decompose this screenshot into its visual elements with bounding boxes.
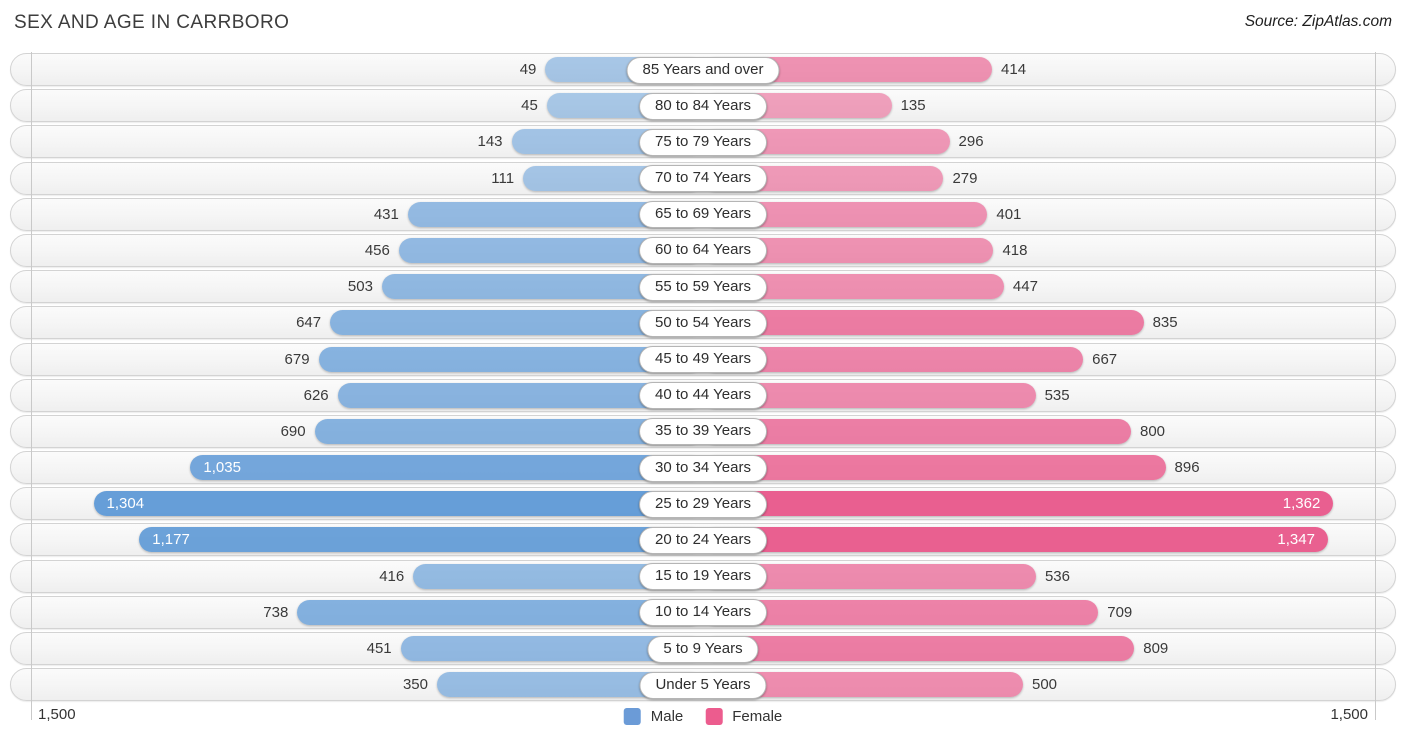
age-group-label: 30 to 34 Years [639, 454, 767, 482]
female-bar [703, 636, 1135, 661]
pyramid-row: 350 500 Under 5 Years [10, 668, 1396, 702]
axis-tick-label-left: 1,500 [38, 706, 76, 723]
source-attribution: Source: ZipAtlas.com [1244, 13, 1392, 30]
legend-male-swatch-icon [623, 707, 641, 725]
female-value-label: 709 [1107, 603, 1133, 621]
female-value-label: 418 [1002, 241, 1028, 259]
pyramid-row: 1,177 1,347 20 to 24 Years [10, 523, 1396, 557]
axis-gridline-left [31, 52, 32, 720]
pyramid-rows: 49 414 85 Years and over 45 135 80 to 84 Year… [10, 52, 1396, 720]
pyramid-row: 143 296 75 to 79 Years [10, 125, 1396, 159]
pyramid-row: 111 279 70 to 74 Years [10, 161, 1396, 195]
pyramid-row: 647 835 50 to 54 Years [10, 306, 1396, 340]
age-group-label: 20 to 24 Years [639, 526, 767, 554]
female-value-label: 500 [1032, 676, 1058, 694]
pyramid-row: 456 418 60 to 64 Years [10, 233, 1396, 267]
female-bar [703, 491, 1334, 517]
axis-tick-label-right: 1,500 [1330, 706, 1368, 723]
male-value-label: 647 [296, 314, 322, 332]
page-title: SEX AND AGE IN CARRBORO [14, 12, 290, 33]
age-group-label: 45 to 49 Years [639, 346, 767, 373]
pyramid-row: 416 536 15 to 19 Years [10, 559, 1396, 593]
age-group-label: 70 to 74 Years [639, 165, 767, 193]
pyramid-row: 1,035 896 30 to 34 Years [10, 451, 1396, 485]
age-group-label: 55 to 59 Years [639, 273, 767, 301]
pyramid-row: 738 709 10 to 14 Years [10, 595, 1396, 629]
male-value-label: 503 [347, 278, 373, 296]
female-value-label: 800 [1140, 422, 1166, 440]
age-group-label: 15 to 19 Years [639, 563, 767, 591]
age-group-label: 5 to 9 Years [647, 635, 759, 663]
pyramid-row: 45 135 80 to 84 Years [10, 89, 1396, 123]
female-bar [703, 599, 1099, 625]
age-group-label: 60 to 64 Years [639, 237, 767, 265]
axis-gridline-right [1375, 52, 1376, 720]
male-bar [93, 491, 703, 517]
legend-female-swatch-icon [705, 707, 723, 725]
male-value-label: 679 [284, 350, 310, 368]
male-bar [318, 346, 703, 372]
male-value-label: 350 [402, 676, 428, 694]
male-bar [190, 455, 703, 481]
age-group-label: 25 to 29 Years [639, 490, 767, 518]
female-bar [703, 418, 1131, 444]
legend: Male Female [623, 706, 783, 726]
pyramid-row: 1,304 1,362 25 to 29 Years [10, 487, 1396, 521]
pyramid-row: 679 667 45 to 49 Years [10, 342, 1396, 376]
age-group-label: 75 to 79 Years [639, 128, 767, 156]
male-value-label: 1,035 [203, 459, 241, 477]
female-value-label: 296 [958, 133, 984, 151]
female-value-label: 535 [1044, 386, 1070, 404]
male-value-label: 738 [263, 603, 289, 621]
female-value-label: 536 [1044, 567, 1070, 585]
male-bar [314, 418, 703, 444]
male-value-label: 456 [364, 241, 390, 259]
female-value-label: 279 [952, 169, 978, 187]
age-group-label: 80 to 84 Years [639, 92, 767, 120]
male-value-label: 1,304 [106, 495, 145, 513]
female-value-label: 667 [1092, 350, 1118, 368]
pyramid-row: 431 401 65 to 69 Years [10, 197, 1396, 231]
age-group-label: 65 to 69 Years [639, 201, 767, 229]
male-value-label: 111 [491, 169, 515, 187]
female-value-label: 809 [1143, 640, 1169, 657]
female-value-label: 135 [900, 97, 926, 115]
female-value-label: 896 [1174, 459, 1200, 477]
male-value-label: 451 [366, 640, 392, 657]
female-value-label: 401 [996, 205, 1022, 223]
female-bar [703, 455, 1166, 481]
male-value-label: 49 [519, 61, 537, 78]
legend-male-label: Male [650, 707, 684, 725]
male-bar [297, 599, 703, 625]
female-value-label: 1,347 [1277, 531, 1315, 549]
age-group-label: 40 to 44 Years [639, 382, 767, 410]
female-bar [703, 527, 1328, 553]
male-value-label: 626 [303, 386, 329, 404]
population-pyramid-chart: 49 414 85 Years and over 45 135 80 to 84 Year… [10, 52, 1396, 720]
male-value-label: 1,177 [152, 531, 190, 549]
age-group-label: 35 to 39 Years [639, 418, 767, 446]
female-value-label: 447 [1012, 278, 1038, 296]
age-group-label: 50 to 54 Years [639, 309, 767, 337]
male-value-label: 416 [379, 567, 405, 585]
male-value-label: 431 [373, 205, 399, 223]
age-group-label: 85 Years and over [626, 56, 780, 84]
pyramid-row: 626 535 40 to 44 Years [10, 378, 1396, 412]
pyramid-row: 49 414 85 Years and over [10, 53, 1396, 86]
pyramid-row: 451 809 5 to 9 Years [10, 632, 1396, 665]
female-value-label: 835 [1152, 314, 1178, 332]
male-value-label: 143 [477, 133, 503, 151]
pyramid-row: 503 447 55 to 59 Years [10, 270, 1396, 304]
male-value-label: 690 [280, 422, 306, 440]
pyramid-row: 690 800 35 to 39 Years [10, 414, 1396, 448]
legend-female-label: Female [732, 707, 783, 725]
female-value-label: 1,362 [1282, 495, 1321, 513]
age-group-label: Under 5 Years [639, 671, 767, 699]
male-bar [139, 527, 703, 553]
female-value-label: 414 [1001, 61, 1027, 78]
male-value-label: 45 [521, 97, 538, 115]
age-group-label: 10 to 14 Years [639, 599, 767, 627]
female-bar [703, 310, 1144, 336]
